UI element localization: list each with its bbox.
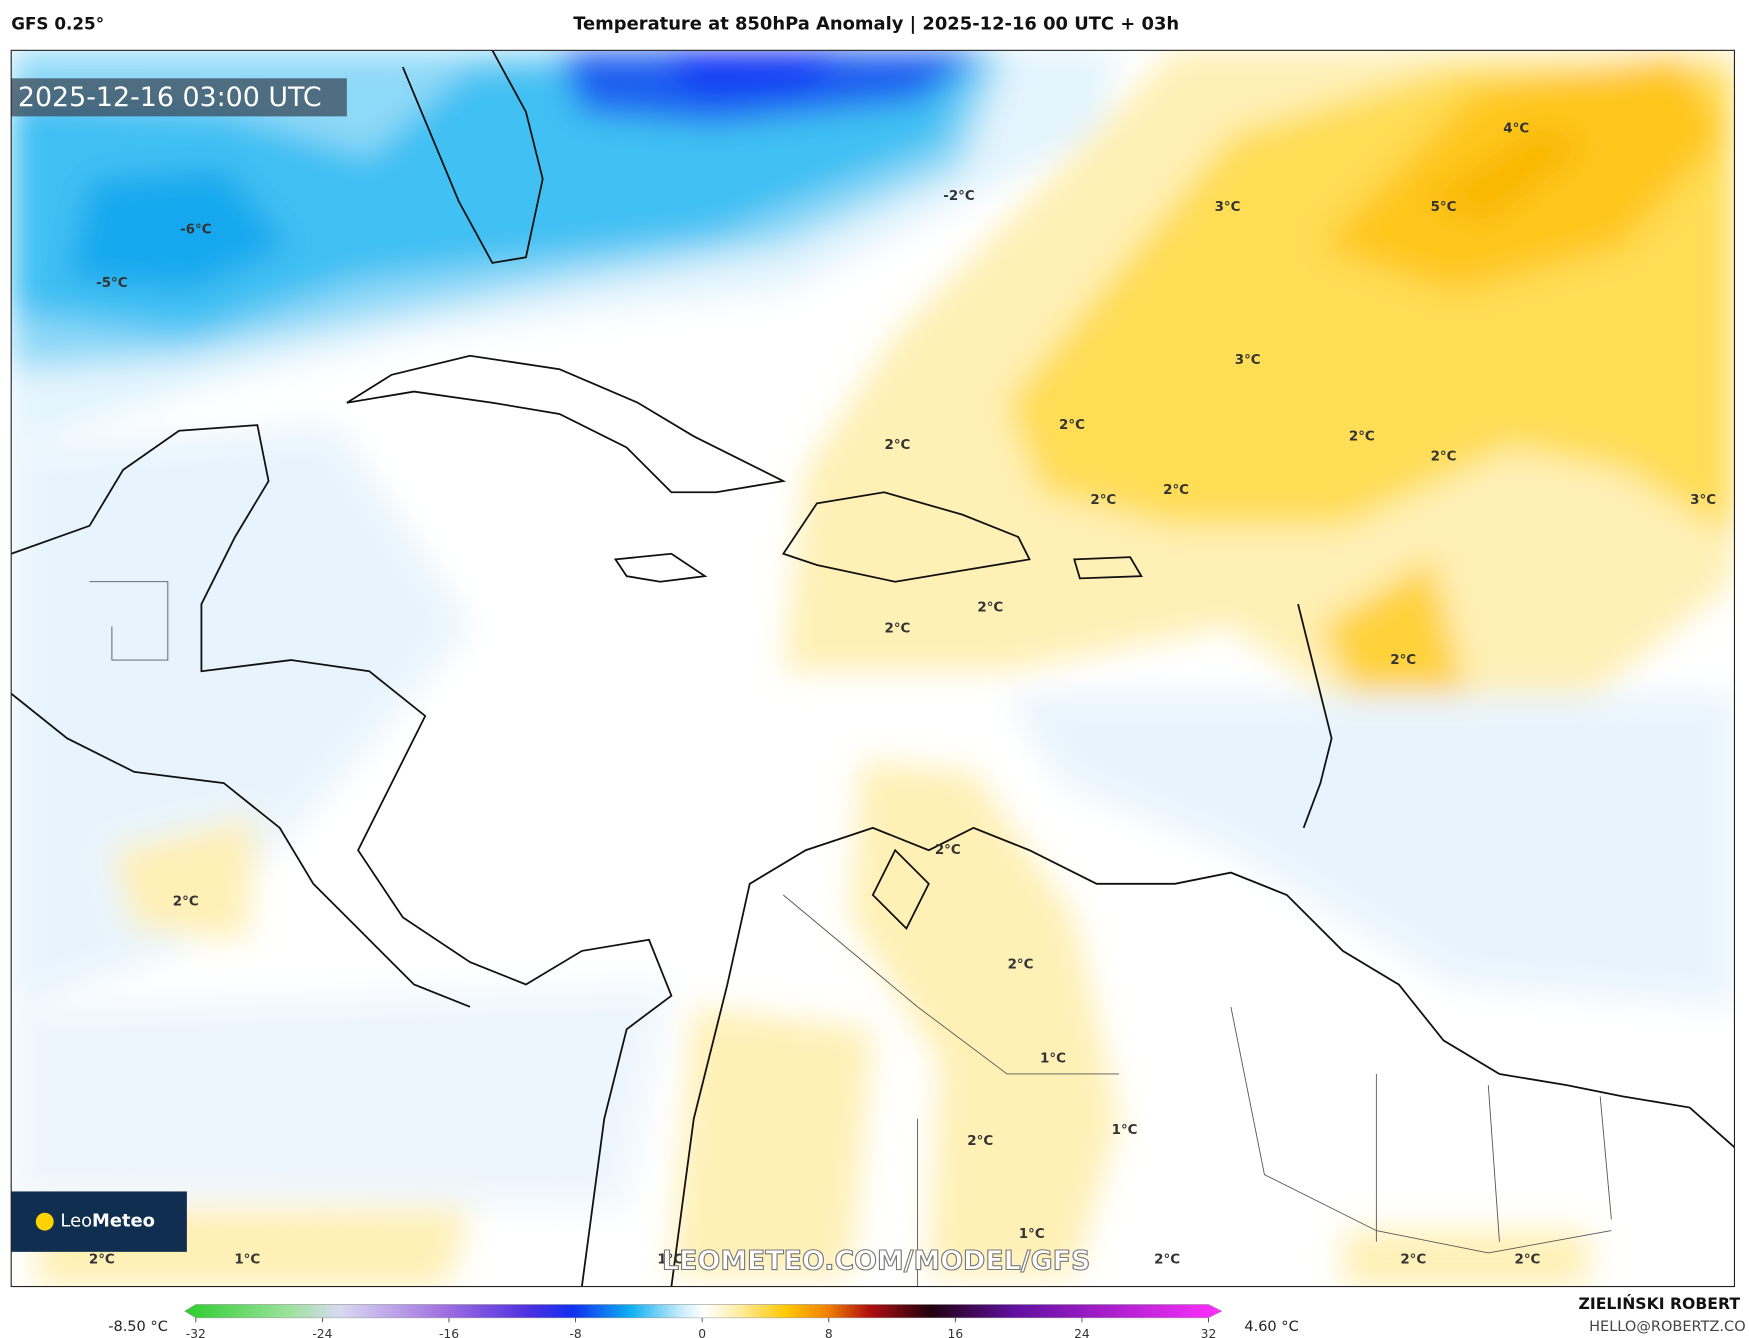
colorbar-min: -8.50 °C [108,1319,168,1335]
contour-label: 2°C [1514,1253,1540,1268]
email: HELLO@ROBERTZ.CO [1589,1319,1746,1335]
borders [89,581,1612,1287]
colorbar-tick-label: -24 [312,1327,332,1338]
contour-labels: 4°C 5°C 3°C -2°C -6°C -5°C 3°C 2°C 2°C 2°C 2°C 2°C 2… [89,122,1716,1268]
author: ZIELIŃSKI ROBERT [1579,1294,1741,1313]
colorbar-tick-label: -16 [439,1327,459,1338]
colorbar-ramp [184,1304,1223,1319]
contour-label: 2°C [1090,493,1116,508]
map-area: 4°C 5°C 3°C -2°C -6°C -5°C 3°C 2°C 2°C 2°C 2°C 2°C 2… [11,50,1735,1287]
contour-label: -6°C [180,222,211,237]
contour-label: 2°C [1431,449,1457,464]
colorbar-tick-label: -32 [186,1327,206,1338]
contour-label: 2°C [1008,957,1034,972]
contour-label: 2°C [1349,429,1375,444]
colorbar-tick-label: 32 [1201,1327,1217,1338]
contour-label: 2°C [935,843,961,858]
contour-label: 2°C [1163,483,1189,498]
map-frame [10,49,1736,1288]
map-title: Temperature at 850hPa Anomaly | 2025-12-… [573,14,1179,35]
model-label: GFS 0.25° [11,14,104,34]
logo-text: LeoMeteo [60,1211,155,1232]
colorbar-tick-label: 8 [825,1327,833,1338]
contour-label: -5°C [96,276,127,291]
contour-label: 2°C [977,600,1003,615]
contour-label: 3°C [1235,353,1261,368]
colorbar-tick-label: 24 [1074,1327,1090,1338]
contour-label: 3°C [1215,200,1241,215]
contour-label: 1°C [1019,1227,1045,1242]
logo-sun [35,1212,54,1231]
anomaly-field [11,50,1735,1287]
contour-label: 2°C [1154,1253,1180,1268]
contour-label: 2°C [885,622,911,637]
contour-label: 5°C [1431,200,1457,215]
colorbar-tick-label: 16 [948,1327,964,1338]
timestamp: 2025-12-16 03:00 UTC [18,82,322,113]
contour-label: 4°C [1503,122,1529,137]
contour-label: 1°C [1040,1051,1066,1066]
contour-label: 1°C [1112,1123,1138,1138]
contour-label: 1°C [234,1253,260,1268]
logo-brand: Meteo [92,1211,155,1232]
colorbar-tick-label: -8 [569,1327,581,1338]
colorbar-tick-label: 0 [698,1327,706,1338]
watermark: LEOMETEO.COM/MODEL/GFS [662,1245,1090,1276]
logo-prefix: Leo [60,1211,92,1232]
contour-label: 2°C [967,1134,993,1149]
coastlines [11,50,1735,1287]
contour-label: 2°C [1059,418,1085,433]
contour-label: 1°C [657,1253,683,1268]
contour-label: 2°C [89,1253,115,1268]
colorbar: -8.50 °C 4.60 °C -32 -24 -16 -8 0 8 16 24 32 [108,1304,1299,1338]
contour-label: -2°C [943,189,974,204]
contour-label: 3°C [1690,493,1716,508]
colorbar-max: 4.60 °C [1244,1319,1298,1335]
contour-label: 2°C [1390,653,1416,668]
contour-label: 2°C [885,438,911,453]
timestamp-box [11,78,347,117]
contour-label: 2°C [173,895,199,910]
contour-label: 2°C [1400,1253,1426,1268]
